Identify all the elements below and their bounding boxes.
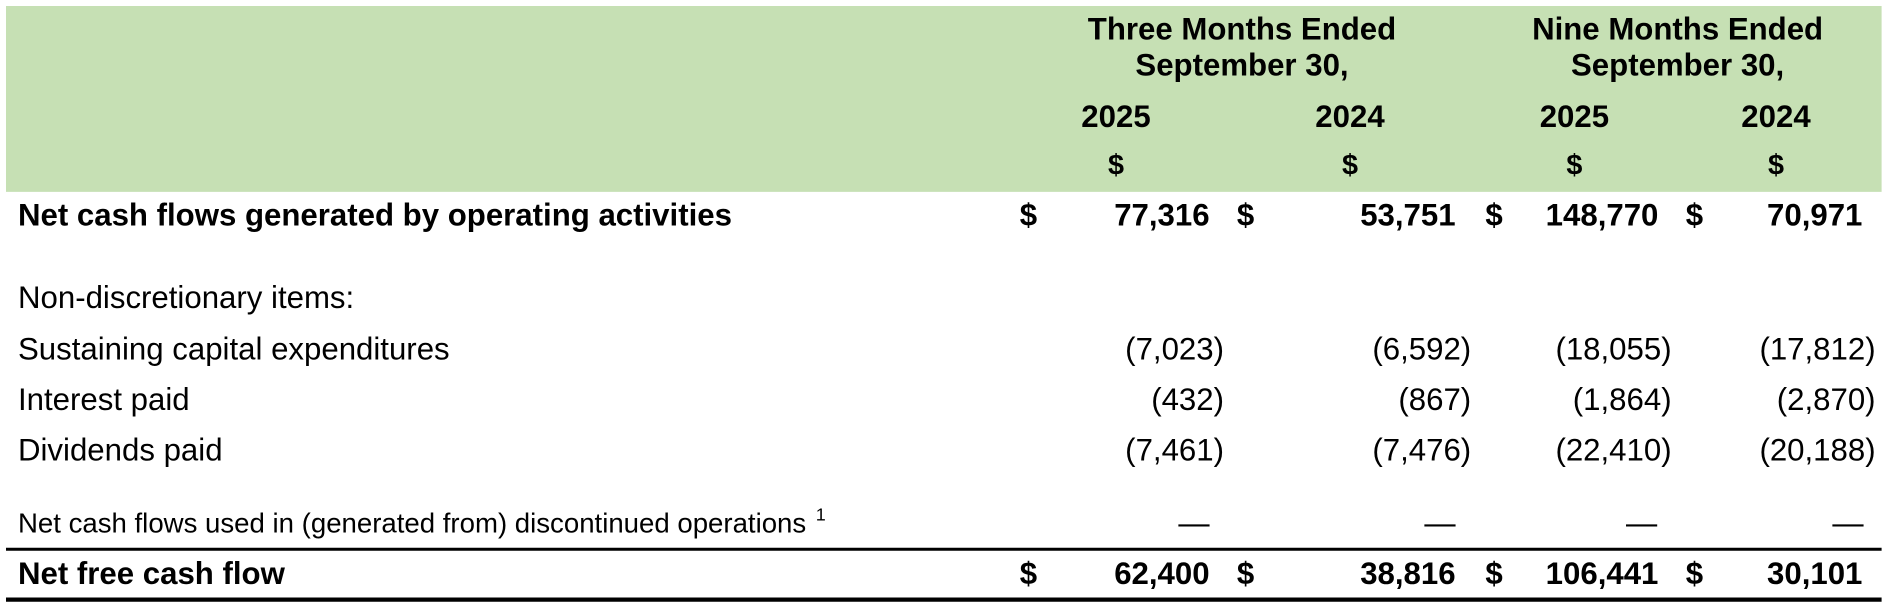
cell-value: — [1424, 505, 1456, 540]
cell-value: 148,770 [1546, 197, 1659, 232]
cell-value: (6,592) [1372, 332, 1471, 367]
row-label: Dividends paid [18, 432, 223, 467]
row-label: Net cash flows generated by operating ac… [18, 197, 732, 232]
currency: $ [1566, 149, 1582, 181]
dollar-sign: $ [1237, 197, 1254, 232]
footnote-marker: 1 [816, 504, 826, 524]
cell-value: (7,476) [1372, 432, 1471, 467]
row-label: Net cash flows used in (generated from) … [18, 508, 806, 539]
cell-value: (22,410) [1555, 432, 1671, 467]
cell-value: 62,400 [1114, 556, 1209, 591]
year: 2024 [1741, 99, 1811, 134]
dollar-sign: $ [1686, 197, 1703, 232]
row-label: Net free cash flow [18, 556, 286, 591]
row-label: Non-discretionary items: [18, 280, 354, 315]
cell-value: (432) [1151, 382, 1224, 417]
cell-value: 77,316 [1114, 197, 1209, 232]
cell-value: (1,864) [1573, 382, 1672, 417]
group-subtitle: September 30, [1135, 47, 1348, 82]
cell-value: 70,971 [1767, 197, 1862, 232]
dollar-sign: $ [1020, 556, 1037, 591]
cell-value: — [1178, 505, 1210, 540]
cell-value: — [1832, 505, 1864, 540]
row-label: Sustaining capital expenditures [18, 332, 450, 367]
header-band [6, 5, 1882, 192]
currency: $ [1768, 149, 1784, 181]
cell-value: (867) [1398, 382, 1471, 417]
dollar-sign: $ [1237, 556, 1254, 591]
dollar-sign: $ [1686, 556, 1703, 591]
cell-value: 38,816 [1360, 556, 1455, 591]
year: 2025 [1081, 99, 1150, 134]
group-title: Three Months Ended [1088, 11, 1396, 46]
cell-value: (7,023) [1125, 332, 1224, 367]
dollar-sign: $ [1485, 556, 1502, 591]
dollar-sign: $ [1485, 197, 1502, 232]
cell-value: 30,101 [1767, 556, 1862, 591]
cell-value: (7,461) [1125, 432, 1224, 467]
currency: $ [1108, 149, 1124, 181]
cell-value: (20,188) [1759, 432, 1875, 467]
cell-value: (2,870) [1777, 382, 1876, 417]
dollar-sign: $ [1020, 197, 1037, 232]
cell-value: 53,751 [1360, 197, 1455, 232]
group-subtitle: September 30, [1571, 47, 1784, 82]
cell-value: 106,441 [1546, 556, 1659, 591]
row-label: Interest paid [18, 382, 190, 417]
cell-value: — [1626, 505, 1658, 540]
year: 2024 [1315, 99, 1385, 134]
group-title: Nine Months Ended [1532, 11, 1823, 46]
year: 2025 [1540, 99, 1609, 134]
cell-value: (17,812) [1759, 332, 1875, 367]
currency: $ [1342, 149, 1358, 181]
cell-value: (18,055) [1555, 332, 1671, 367]
